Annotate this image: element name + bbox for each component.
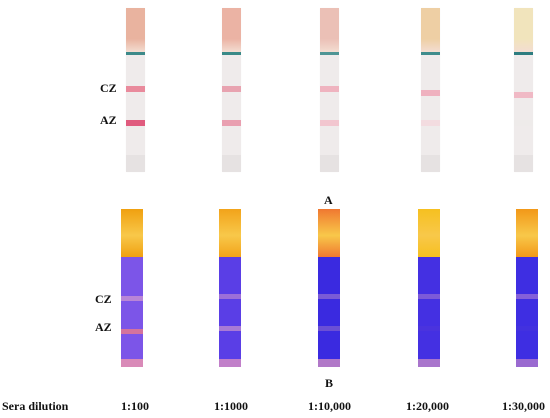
- analyte-zone-band: [514, 120, 533, 126]
- membrane: [421, 55, 440, 155]
- panel-a-label: A: [324, 193, 333, 207]
- sample-pad: [126, 8, 145, 52]
- sample-pad: [421, 8, 440, 52]
- control-zone-band: [219, 294, 241, 299]
- absorbent-pad: [121, 359, 143, 367]
- absorbent-pad: [219, 359, 241, 367]
- dilution-value: 1:10,000: [308, 399, 351, 413]
- membrane: [320, 55, 339, 155]
- panel-b-label: B: [325, 376, 334, 390]
- sample-pad: [219, 209, 241, 257]
- absorbent-pad: [421, 155, 440, 172]
- analyte-zone-band: [421, 120, 440, 126]
- absorbent-pad: [516, 359, 538, 367]
- analyte-zone-band: [318, 326, 340, 331]
- panel-b-az-label: AZ: [95, 320, 112, 334]
- sample-pad: [514, 8, 533, 52]
- dilution-value: 1:1000: [214, 399, 248, 413]
- analyte-zone-band: [418, 326, 440, 331]
- membrane: [126, 55, 145, 155]
- pad-edge: [126, 52, 145, 55]
- pad-edge: [320, 52, 339, 55]
- membrane: [121, 257, 143, 367]
- control-zone-band: [418, 294, 440, 299]
- absorbent-pad: [318, 359, 340, 367]
- control-zone-band: [514, 92, 533, 98]
- absorbent-pad: [320, 155, 339, 172]
- membrane: [222, 55, 241, 155]
- panel-a-strip-2: [222, 8, 241, 172]
- analyte-zone-band: [121, 329, 143, 334]
- control-zone-band: [318, 294, 340, 299]
- membrane: [418, 257, 440, 367]
- dilution-value: 1:20,000: [406, 399, 449, 413]
- control-zone-band: [126, 86, 145, 92]
- analyte-zone-band: [320, 120, 339, 126]
- panel-b-strip-1: [121, 209, 143, 367]
- absorbent-pad: [126, 155, 145, 172]
- analyte-zone-band: [219, 326, 241, 331]
- analyte-zone-band: [222, 120, 241, 126]
- membrane: [516, 257, 538, 367]
- sample-pad: [418, 209, 440, 257]
- pad-edge: [514, 52, 533, 55]
- pad-edge: [222, 52, 241, 55]
- panel-b-strip-2: [219, 209, 241, 367]
- panel-b-strip-3: [318, 209, 340, 367]
- panel-a-az-label: AZ: [100, 113, 117, 127]
- sera-dilution-title: Sera dilution: [2, 399, 69, 413]
- panel-a-strip-4: [421, 8, 440, 172]
- panel-b-strip-4: [418, 209, 440, 367]
- panel-a-strip-5: [514, 8, 533, 172]
- panel-b-cz-label: CZ: [95, 292, 112, 306]
- membrane: [219, 257, 241, 367]
- control-zone-band: [121, 296, 143, 301]
- sample-pad: [516, 209, 538, 257]
- control-zone-band: [516, 294, 538, 299]
- panel-a-strip-3: [320, 8, 339, 172]
- panel-b-strip-5: [516, 209, 538, 367]
- control-zone-band: [222, 86, 241, 92]
- sample-pad: [320, 8, 339, 52]
- membrane: [318, 257, 340, 367]
- absorbent-pad: [418, 359, 440, 367]
- pad-edge: [421, 52, 440, 55]
- dilution-value: 1:100: [121, 399, 149, 413]
- absorbent-pad: [514, 155, 533, 172]
- membrane: [514, 55, 533, 155]
- analyte-zone-band: [126, 120, 145, 126]
- absorbent-pad: [222, 155, 241, 172]
- sample-pad: [222, 8, 241, 52]
- dilution-value: 1:30,000: [502, 399, 545, 413]
- panel-a-strip-1: [126, 8, 145, 172]
- panel-a-cz-label: CZ: [100, 81, 117, 95]
- sample-pad: [318, 209, 340, 257]
- sample-pad: [121, 209, 143, 257]
- control-zone-band: [421, 90, 440, 96]
- analyte-zone-band: [516, 326, 538, 331]
- control-zone-band: [320, 86, 339, 92]
